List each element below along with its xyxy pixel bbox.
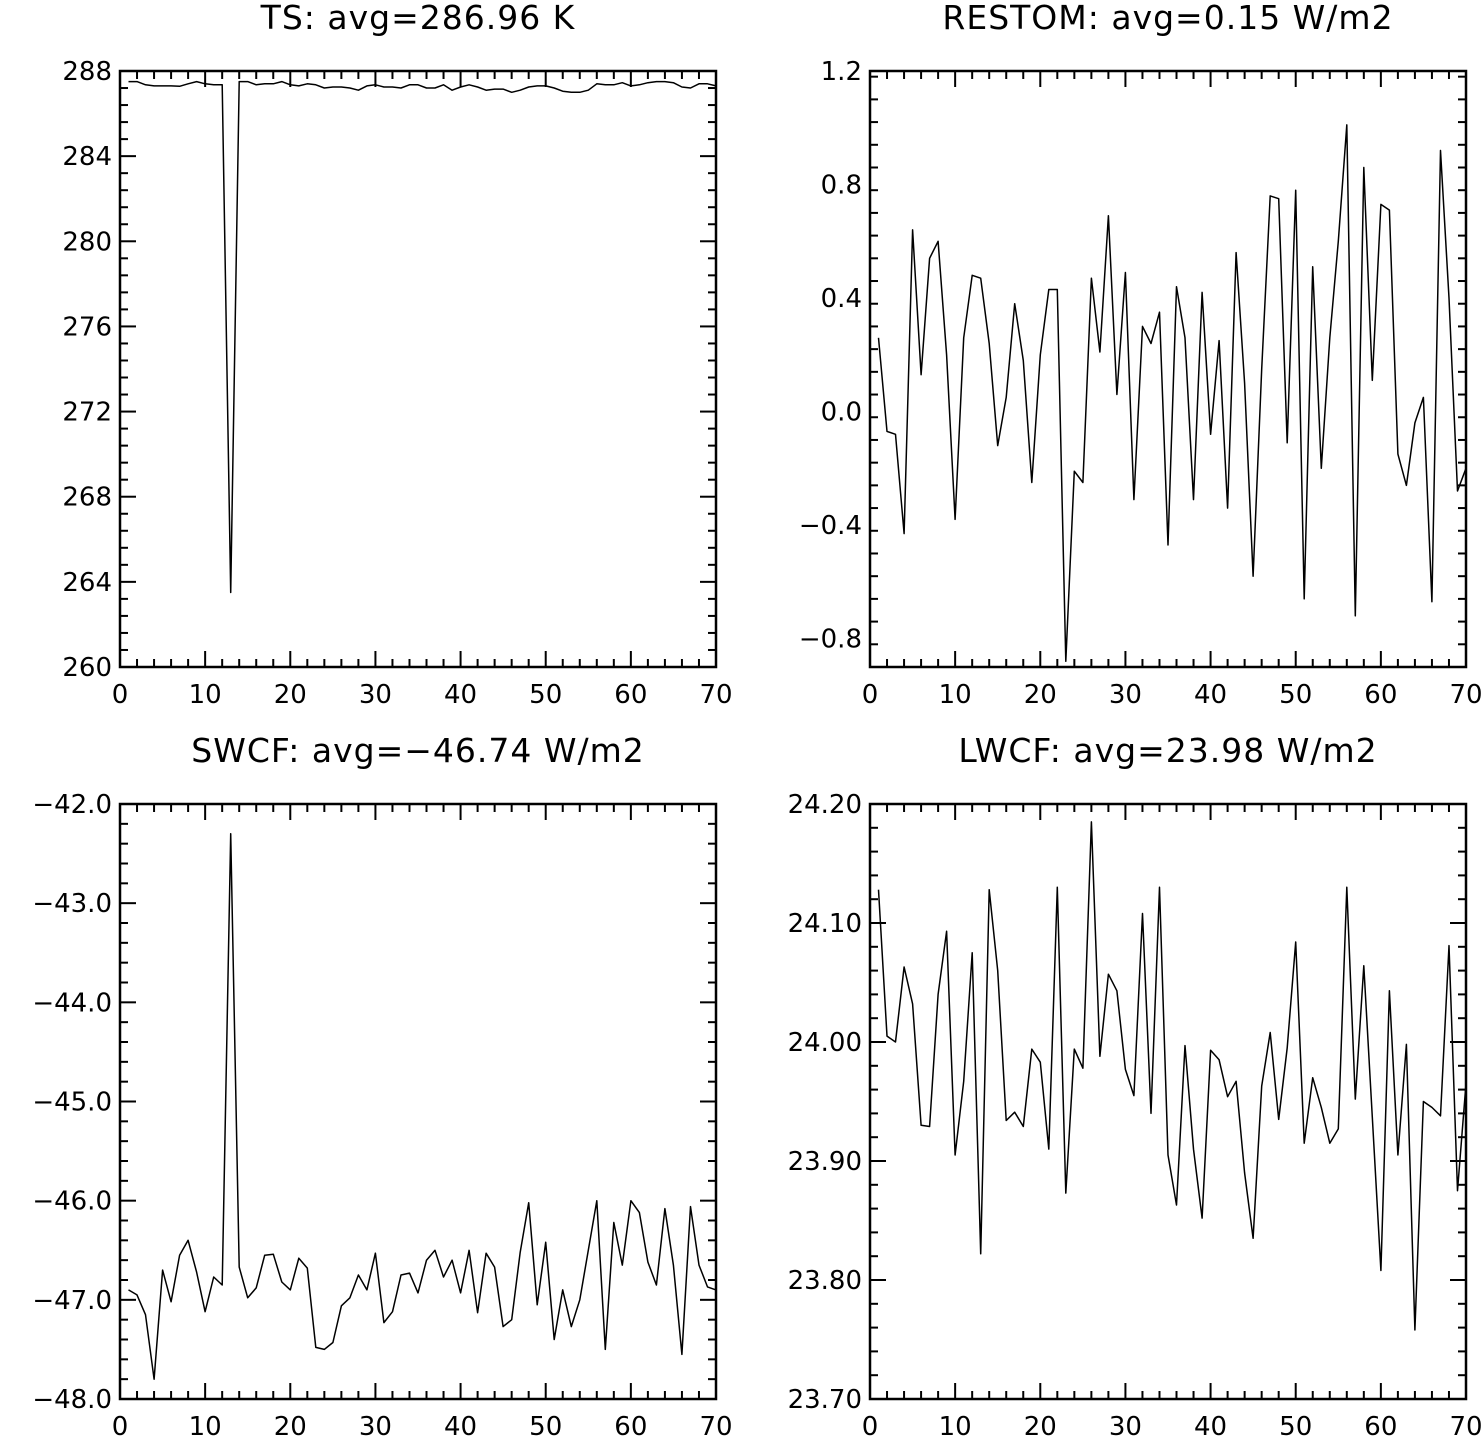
swcf-y-tick-label: −42.0 <box>32 790 112 820</box>
restom-y-tick-label: −0.8 <box>799 625 862 655</box>
swcf-x-tick-label: 20 <box>274 1412 307 1442</box>
ts-series-line <box>128 80 717 594</box>
ts-x-tick-label: 0 <box>112 680 129 710</box>
ts-y-tick-label: 260 <box>62 653 112 683</box>
swcf-x-tick-label: 60 <box>614 1412 647 1442</box>
ts-y-tick-label: 264 <box>62 568 112 598</box>
swcf-panel: SWCF: avg=−46.74 W/m2 0 10 20 30 40 50 60 70 −48.… <box>32 731 732 1442</box>
swcf-y-tick-label: −46.0 <box>32 1187 112 1217</box>
restom-panel: RESTOM: avg=0.15 W/m2 0 10 20 30 40 50 60 70 −0.8… <box>799 0 1483 710</box>
lwcf-x-tick-label: 40 <box>1194 1412 1227 1442</box>
restom-y-tick-label: 0.8 <box>821 171 862 201</box>
ts-title: TS: avg=286.96 K <box>260 0 576 37</box>
lwcf-x-tick-label: 10 <box>939 1412 972 1442</box>
ts-panel: TS: avg=286.96 K 0 10 20 30 40 50 60 70 260 264 268… <box>62 0 732 710</box>
ts-x-tick-label: 10 <box>189 680 222 710</box>
lwcf-y-tick-label: 23.80 <box>788 1266 862 1296</box>
restom-x-tick-label: 0 <box>862 680 879 710</box>
lwcf-y-tick-label: 24.20 <box>788 790 862 820</box>
restom-title: RESTOM: avg=0.15 W/m2 <box>942 0 1393 37</box>
ts-y-tick-label: 284 <box>62 142 112 172</box>
restom-y-tick-label: −0.4 <box>799 511 862 541</box>
lwcf-x-tick-label: 70 <box>1449 1412 1482 1442</box>
restom-y-tick-label: 0.0 <box>821 398 862 428</box>
restom-x-tick-label: 40 <box>1194 680 1227 710</box>
swcf-y-tick-label: −44.0 <box>32 988 112 1018</box>
ts-plot-frame <box>118 69 718 669</box>
lwcf-x-tick-label: 30 <box>1109 1412 1142 1442</box>
swcf-plot-frame <box>118 802 718 1401</box>
swcf-x-tick-label: 0 <box>112 1412 129 1442</box>
swcf-x-tick-label: 30 <box>359 1412 392 1442</box>
swcf-x-tick-label: 40 <box>444 1412 477 1442</box>
lwcf-x-tick-label: 0 <box>862 1412 879 1442</box>
swcf-y-tick-label: −43.0 <box>32 889 112 919</box>
lwcf-x-tick-label: 50 <box>1279 1412 1312 1442</box>
restom-x-tick-label: 10 <box>939 680 972 710</box>
ts-x-tick-label: 60 <box>614 680 647 710</box>
swcf-title: SWCF: avg=−46.74 W/m2 <box>191 731 645 770</box>
lwcf-y-tick-label: 23.70 <box>788 1385 862 1415</box>
ts-y-tick-label: 288 <box>62 57 112 87</box>
swcf-x-tick-label: 70 <box>699 1412 732 1442</box>
restom-x-tick-label: 60 <box>1364 680 1397 710</box>
ts-x-tick-label: 40 <box>444 680 477 710</box>
lwcf-y-tick-label: 24.00 <box>788 1028 862 1058</box>
lwcf-y-tick-label: 24.10 <box>788 909 862 939</box>
lwcf-x-tick-label: 60 <box>1364 1412 1397 1442</box>
restom-y-tick-label: 0.4 <box>821 284 862 314</box>
ts-x-tick-label: 20 <box>274 680 307 710</box>
restom-x-tick-label: 50 <box>1279 680 1312 710</box>
ts-y-tick-label: 280 <box>62 227 112 257</box>
restom-x-tick-label: 30 <box>1109 680 1142 710</box>
ts-y-tick-label: 268 <box>62 483 112 513</box>
ts-y-tick-label: 272 <box>62 398 112 428</box>
swcf-x-tick-label: 10 <box>189 1412 222 1442</box>
lwcf-series-line <box>877 821 1467 1331</box>
restom-x-tick-label: 70 <box>1449 680 1482 710</box>
lwcf-x-tick-label: 20 <box>1024 1412 1057 1442</box>
restom-x-tick-label: 20 <box>1024 680 1057 710</box>
lwcf-panel: LWCF: avg=23.98 W/m2 0 10 20 30 40 50 60 70 23.70… <box>788 731 1483 1442</box>
restom-plot-frame <box>868 69 1468 669</box>
restom-series-line <box>877 124 1467 663</box>
swcf-x-tick-label: 50 <box>529 1412 562 1442</box>
ts-x-tick-label: 30 <box>359 680 392 710</box>
swcf-y-tick-label: −47.0 <box>32 1286 112 1316</box>
ts-x-tick-label: 50 <box>529 680 562 710</box>
ts-y-tick-label: 276 <box>62 312 112 342</box>
lwcf-y-tick-label: 23.90 <box>788 1147 862 1177</box>
ts-x-tick-label: 70 <box>699 680 732 710</box>
swcf-y-tick-label: −48.0 <box>32 1385 112 1415</box>
lwcf-plot-frame <box>868 802 1468 1401</box>
restom-y-tick-label: 1.2 <box>821 57 862 87</box>
swcf-y-tick-label: −45.0 <box>32 1088 112 1118</box>
lwcf-title: LWCF: avg=23.98 W/m2 <box>958 731 1377 770</box>
swcf-series-line <box>128 832 717 1380</box>
